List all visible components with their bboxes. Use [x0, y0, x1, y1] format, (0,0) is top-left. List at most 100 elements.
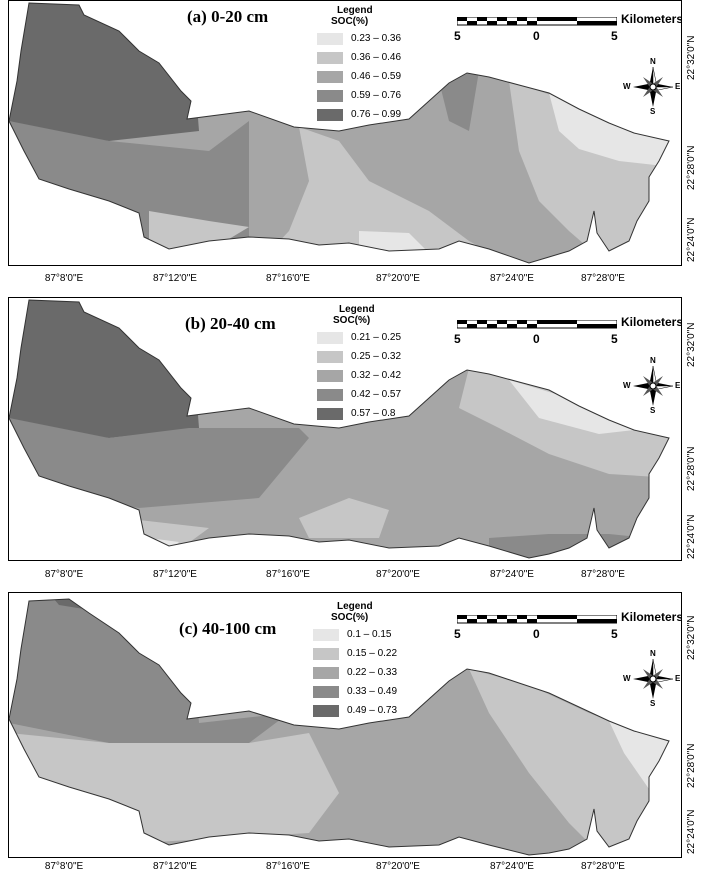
y-tick: 22°28'0"N: [686, 446, 697, 492]
x-tick: 87°12'0"E: [153, 569, 197, 580]
legend-subtitle: SOC(%): [333, 315, 371, 326]
scale-right: 5: [611, 332, 618, 346]
panel-title-c: (c) 40-100 cm: [179, 619, 277, 638]
legend-label: 0.42 – 0.57: [351, 389, 402, 400]
y-tick: 22°24'0"N: [686, 809, 697, 855]
legend-label: 0.21 – 0.25: [351, 332, 402, 343]
legend-a: Legend SOC(%) 0.23 – 0.36 0.36 – 0.46 0.…: [317, 5, 437, 124]
legend-label: 0.23 – 0.36: [351, 33, 402, 44]
legend-item: 0.21 – 0.25: [317, 328, 437, 347]
legend-label: 0.1 – 0.15: [347, 629, 392, 640]
legend-item: 0.23 – 0.36: [317, 29, 437, 48]
scale-left: 5: [454, 29, 461, 43]
x-tick: 87°20'0"E: [376, 861, 420, 872]
x-tick: 87°8'0"E: [44, 273, 84, 284]
legend-label: 0.76 – 0.99: [351, 109, 402, 120]
compass-w: W: [623, 674, 631, 683]
x-tick: 87°16'0"E: [266, 273, 310, 284]
legend-item: 0.33 – 0.49: [313, 682, 433, 701]
legend-label: 0.59 – 0.76: [351, 90, 402, 101]
legend-swatch: [317, 32, 343, 45]
legend-label: 0.49 – 0.73: [347, 705, 398, 716]
soc-map-a: [9, 2, 670, 264]
x-tick: 87°8'0"E: [44, 569, 84, 580]
legend-item: 0.49 – 0.73: [313, 701, 433, 720]
map-panel-b: (b) 20-40 cm Legend SOC(%) 0.21 – 0.25 0…: [0, 297, 704, 587]
x-tick: 87°16'0"E: [266, 861, 310, 872]
legend-item: 0.46 – 0.59: [317, 67, 437, 86]
legend-swatch: [317, 51, 343, 64]
y-tick: 22°24'0"N: [686, 217, 697, 263]
compass-e: E: [675, 82, 681, 91]
compass-w: W: [623, 381, 631, 390]
legend-title: Legend: [337, 5, 373, 16]
y-tick: 22°32'0"N: [686, 35, 697, 81]
legend-swatch: [313, 666, 339, 679]
map-panel-a: (a) 0-20 cm Legend SOC(%) 0.23 – 0.36 0.…: [0, 0, 704, 292]
legend-item: 0.25 – 0.32: [317, 347, 437, 366]
soc-map-b: [9, 299, 670, 559]
y-tick: 22°24'0"N: [686, 514, 697, 560]
legend-title: Legend: [339, 304, 375, 315]
x-tick: 87°24'0"E: [490, 861, 534, 872]
scale-mid: 0: [533, 29, 540, 43]
legend-swatch: [317, 331, 343, 344]
compass-n: N: [650, 649, 656, 658]
legend-label: 0.36 – 0.46: [351, 52, 402, 63]
legend-item: 0.36 – 0.46: [317, 48, 437, 67]
legend-label: 0.32 – 0.42: [351, 370, 402, 381]
soc-map-c: [9, 598, 670, 856]
scale-left: 5: [454, 627, 461, 641]
legend-item: 0.32 – 0.42: [317, 366, 437, 385]
scale-bar-graphic: [457, 17, 617, 26]
scale-mid: 0: [533, 627, 540, 641]
panel-title-a: (a) 0-20 cm: [187, 7, 269, 26]
legend-label: 0.15 – 0.22: [347, 648, 398, 659]
x-tick: 87°28'0"E: [581, 861, 625, 872]
scale-bar-c: Kilometers 5 0 5: [454, 609, 681, 645]
panel-title-b: (b) 20-40 cm: [185, 314, 276, 333]
legend-label: 0.25 – 0.32: [351, 351, 402, 362]
scale-right: 5: [611, 29, 618, 43]
legend-subtitle: SOC(%): [331, 612, 369, 623]
x-tick: 87°28'0"E: [581, 569, 625, 580]
scale-left: 5: [454, 332, 461, 346]
legend-swatch: [317, 89, 343, 102]
x-tick: 87°20'0"E: [376, 569, 420, 580]
legend-swatch: [317, 407, 343, 420]
compass-rose-icon: N S W E: [623, 356, 681, 415]
scale-unit: Kilometers: [621, 315, 682, 329]
legend-swatch: [317, 108, 343, 121]
legend-swatch: [317, 350, 343, 363]
legend-swatch: [317, 369, 343, 382]
legend-item: 0.1 – 0.15: [313, 625, 433, 644]
legend-label: 0.57 – 0.8: [351, 408, 396, 419]
compass-s: S: [650, 107, 656, 116]
legend-c: Legend SOC(%) 0.1 – 0.15 0.15 – 0.22 0.2…: [313, 601, 433, 720]
compass-e: E: [675, 381, 681, 390]
y-tick: 22°28'0"N: [686, 145, 697, 191]
compass-w: W: [623, 82, 631, 91]
legend-item: 0.22 – 0.33: [313, 663, 433, 682]
x-tick: 87°12'0"E: [153, 273, 197, 284]
x-tick: 87°24'0"E: [490, 273, 534, 284]
compass-e: E: [675, 674, 681, 683]
y-tick: 22°28'0"N: [686, 743, 697, 789]
map-frame-b: (b) 20-40 cm Legend SOC(%) 0.21 – 0.25 0…: [8, 297, 682, 561]
x-tick: 87°24'0"E: [490, 569, 534, 580]
legend-swatch: [317, 70, 343, 83]
y-tick: 22°32'0"N: [686, 615, 697, 661]
legend-label: 0.22 – 0.33: [347, 667, 398, 678]
legend-swatch: [313, 647, 339, 660]
map-panel-c: (c) 40-100 cm Legend SOC(%) 0.1 – 0.15 0…: [0, 592, 704, 877]
scale-right: 5: [611, 627, 618, 641]
scale-bar-b: Kilometers 5 0 5: [454, 314, 682, 350]
scale-unit: Kilometers: [621, 12, 682, 26]
x-tick: 87°28'0"E: [581, 273, 625, 284]
compass-rose-icon: N S W E: [623, 57, 681, 116]
scale-mid: 0: [533, 332, 540, 346]
legend-subtitle: SOC(%): [331, 16, 369, 27]
map-frame-a: (a) 0-20 cm Legend SOC(%) 0.23 – 0.36 0.…: [8, 0, 682, 266]
legend-swatch: [313, 628, 339, 641]
legend-item: 0.57 – 0.8: [317, 404, 437, 423]
